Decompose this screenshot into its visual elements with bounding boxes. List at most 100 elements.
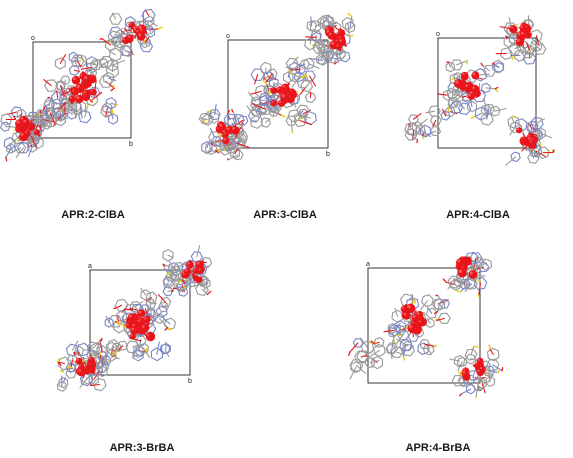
bond [296,63,306,69]
bond [60,84,66,92]
atom-highlight [459,269,463,273]
bond [67,366,72,369]
bond [405,312,409,317]
bond [206,111,215,119]
bond [90,77,95,84]
bond [447,281,455,290]
bond [62,376,66,384]
packing-diagram-apr-4-clba: ob [404,15,555,166]
bond [98,61,107,69]
carbon-ring [299,59,311,69]
bond [81,71,85,78]
bond [108,50,116,56]
bond [73,87,77,94]
bond [198,117,208,121]
carbon-ring [260,61,272,75]
bond [528,132,538,136]
bond [141,30,148,34]
bond [221,133,227,138]
bond [392,331,395,342]
carbon-ring [453,277,464,288]
bond [157,26,163,30]
carbon-ring [440,110,451,121]
axis-label-top: a [88,263,92,270]
carbon-ring [477,378,488,389]
carbon-ring [317,15,330,29]
bond [462,266,467,270]
bond [403,303,408,311]
bond [77,353,88,365]
carbon-ring [444,106,456,118]
bond [166,271,171,276]
bond [293,111,302,117]
bond [497,369,500,374]
carbon-ring [66,354,79,366]
carbon-ring [69,101,83,115]
carbon-ring [58,377,69,389]
unit-cell-box [227,39,329,149]
carbon-ring [415,124,426,136]
bond [90,100,93,103]
carbon-ring [388,323,400,337]
bond [254,74,259,85]
carbon-ring [0,113,13,126]
carbon-ring [371,355,384,370]
bond [84,84,88,89]
bond [436,93,449,96]
carbon-ring [68,51,79,63]
bond [80,66,93,70]
bond [522,133,526,137]
bond [341,40,347,47]
bond [143,322,150,330]
bond [252,102,257,106]
bond [30,144,32,148]
atom-highlight [198,268,201,271]
atom-highlight [455,80,459,84]
carbon-ring [300,79,314,93]
atom-highlight [462,370,466,374]
bond [43,79,52,87]
bond [58,109,63,112]
carbon-ring [165,271,177,282]
bond [322,16,330,23]
bond [328,20,334,28]
bond [410,134,419,141]
carbon-ring [108,47,122,62]
bond [412,113,422,120]
bond [291,76,300,88]
bond [412,129,415,141]
carbon-ring [314,38,325,49]
bond [285,66,295,69]
carbon-ring [159,296,172,308]
axis-label-right: b [326,151,330,158]
bond [425,110,435,114]
carbon-ring [67,100,78,112]
carbon-ring [124,16,136,29]
bond [330,34,336,39]
bond [396,351,405,356]
bond [470,345,475,356]
carbon-ring [266,98,279,111]
bond [486,108,490,118]
bond [105,107,108,118]
bond [532,135,536,141]
carbon-ring [140,304,151,314]
bond [116,345,124,352]
bond [370,340,375,345]
carbon-ring [162,276,174,289]
packing-diagram-apr-4-brba: ab [348,251,504,399]
carbon-ring [55,81,66,91]
bond [494,108,507,112]
atom-highlight [84,75,88,80]
oxygen-atom [405,303,416,314]
bond [72,105,77,119]
bond [424,343,436,348]
bond [121,323,127,329]
bond [423,130,437,137]
bond [459,282,471,293]
oxygen-atom [218,122,227,131]
carbon-ring [408,114,419,125]
carbon-ring [264,96,278,108]
bond [473,345,479,349]
bond [70,359,73,369]
